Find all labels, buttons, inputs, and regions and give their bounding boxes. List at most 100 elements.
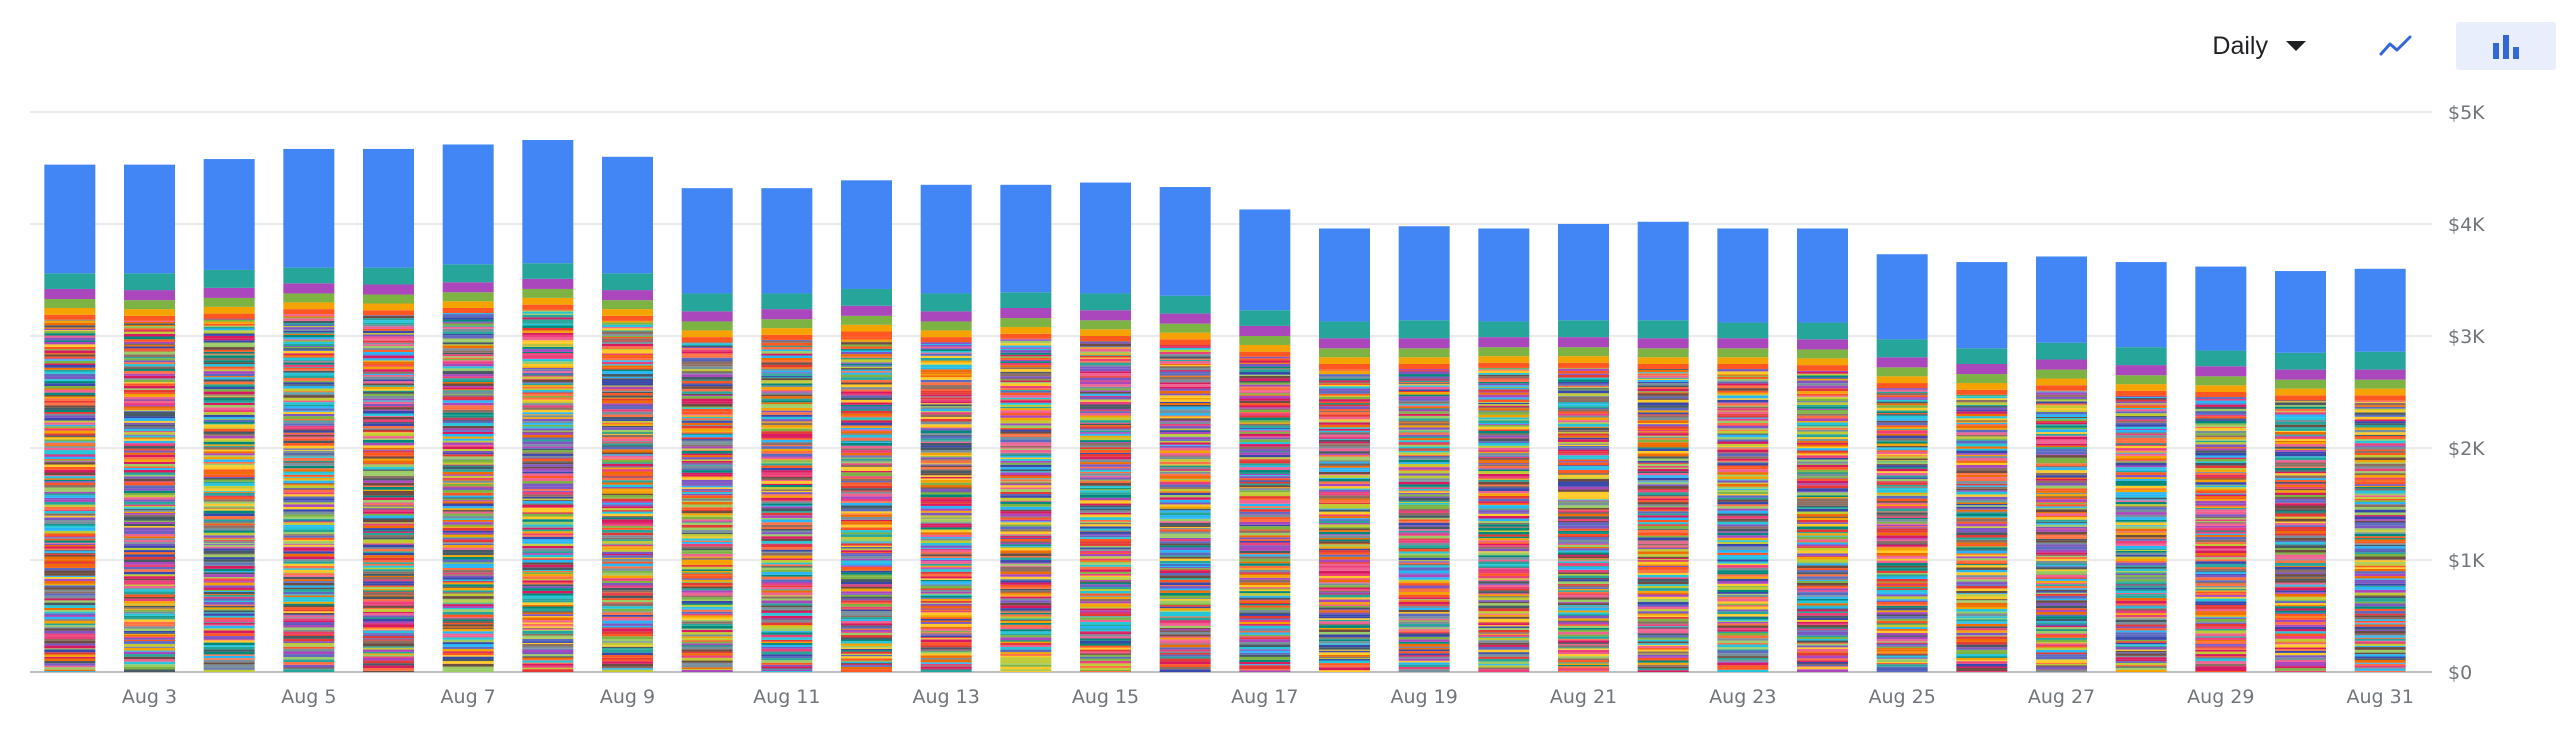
bar-view-button[interactable] [2456, 22, 2556, 70]
bar-segment [1319, 338, 1370, 349]
line-view-button[interactable] [2346, 22, 2446, 70]
bar-segment [1956, 621, 2008, 623]
bar-aug-11[interactable] [761, 188, 813, 672]
bar-segment [522, 446, 574, 448]
bar-segment [1956, 450, 2008, 454]
bar-aug-5[interactable] [283, 148, 335, 672]
bar-segment [363, 447, 414, 450]
bar-segment [1717, 369, 1769, 372]
bar-aug-29[interactable] [2195, 266, 2247, 672]
bar-segment [1239, 664, 1291, 666]
bar-segment [920, 478, 972, 480]
bar-segment [1797, 473, 1848, 477]
bar-segment [522, 448, 574, 451]
bar-aug-16[interactable] [1159, 187, 1211, 672]
bar-aug-13[interactable] [920, 184, 972, 672]
bar-segment [1478, 461, 1530, 464]
bar-segment [44, 472, 96, 476]
bar-aug-18[interactable] [1319, 228, 1370, 672]
bar-segment [1717, 433, 1769, 435]
bar-aug-23[interactable] [1717, 228, 1769, 672]
bar-aug-3[interactable] [124, 164, 175, 672]
bar-segment [1159, 471, 1211, 474]
bar-segment [1956, 428, 2008, 430]
bar-segment [283, 488, 335, 490]
bar-aug-15[interactable] [1080, 182, 1131, 672]
bar-aug-10[interactable] [681, 188, 733, 672]
bar-segment [1000, 392, 1052, 396]
bar-aug-27[interactable] [2036, 256, 2087, 672]
bar-segment [1876, 397, 1928, 399]
bar-segment [681, 449, 733, 451]
bar-aug-12[interactable] [841, 180, 892, 672]
bar-aug-25[interactable] [1876, 254, 1928, 672]
bar-segment [1637, 574, 1689, 578]
bar-segment [681, 557, 733, 560]
bar-segment [363, 571, 414, 574]
bar-segment [1876, 602, 1928, 605]
bar-segment [1080, 320, 1131, 330]
bar-segment [363, 432, 414, 434]
bar-aug-6[interactable] [363, 148, 414, 672]
bar-segment [1398, 519, 1450, 522]
bar-segment [1558, 548, 1609, 551]
bar-segment [1478, 661, 1530, 665]
bar-segment [44, 506, 96, 510]
bar-aug-19[interactable] [1398, 226, 1450, 672]
bar-segment [1000, 382, 1052, 384]
bar-segment [124, 392, 175, 394]
bar-aug-30[interactable] [2275, 271, 2326, 672]
bar-segment [1239, 605, 1291, 608]
bar-segment [841, 440, 892, 442]
bar-segment [442, 527, 494, 531]
bar-segment [602, 391, 653, 394]
bar-segment [1558, 640, 1609, 643]
bar-segment [602, 522, 653, 524]
bar-segment [124, 566, 175, 570]
bar-segment [124, 647, 175, 651]
bar-aug-20[interactable] [1478, 228, 1530, 672]
bar-segment [363, 401, 414, 404]
bar-segment [1797, 621, 1848, 624]
bar-aug-4[interactable] [203, 159, 255, 672]
period-dropdown[interactable]: Daily [2192, 22, 2336, 70]
bar-segment [124, 564, 175, 567]
bar-segment [1558, 563, 1609, 566]
bar-aug-7[interactable] [442, 144, 494, 672]
bar-segment [681, 470, 733, 473]
bar-segment [1876, 441, 1928, 444]
bar-segment [1398, 438, 1450, 441]
bar-segment [841, 654, 892, 657]
bar-segment [522, 646, 574, 649]
bar-segment [1717, 388, 1769, 391]
bar-segment [2195, 494, 2247, 497]
bar-aug-2[interactable] [44, 164, 96, 672]
bar-segment [920, 540, 972, 543]
bar-aug-9[interactable] [602, 156, 653, 672]
bar-aug-22[interactable] [1637, 221, 1689, 672]
bar-segment [681, 372, 733, 375]
bar-segment [841, 434, 892, 438]
bar-aug-14[interactable] [1000, 184, 1052, 672]
bar-segment [1478, 611, 1530, 614]
bar-segment [1000, 538, 1052, 542]
bar-segment [1080, 395, 1131, 397]
bar-segment [1637, 645, 1689, 649]
bar-segment [841, 452, 892, 456]
bar-aug-21[interactable] [1558, 224, 1609, 672]
bar-aug-8[interactable] [522, 140, 574, 672]
bar-segment [1797, 634, 1848, 636]
bar-segment [1000, 586, 1052, 589]
bar-aug-24[interactable] [1797, 228, 1848, 672]
bar-aug-28[interactable] [2115, 262, 2167, 672]
bar-aug-26[interactable] [1956, 262, 2008, 672]
bar-segment [1558, 496, 1609, 500]
bar-segment [841, 522, 892, 525]
bar-segment [1080, 357, 1131, 359]
bar-segment [1876, 585, 1928, 587]
bar-segment [44, 640, 96, 644]
bar-segment [44, 369, 96, 372]
bar-segment [2036, 390, 2087, 392]
bar-aug-17[interactable] [1239, 209, 1291, 672]
bar-segment [203, 561, 255, 564]
